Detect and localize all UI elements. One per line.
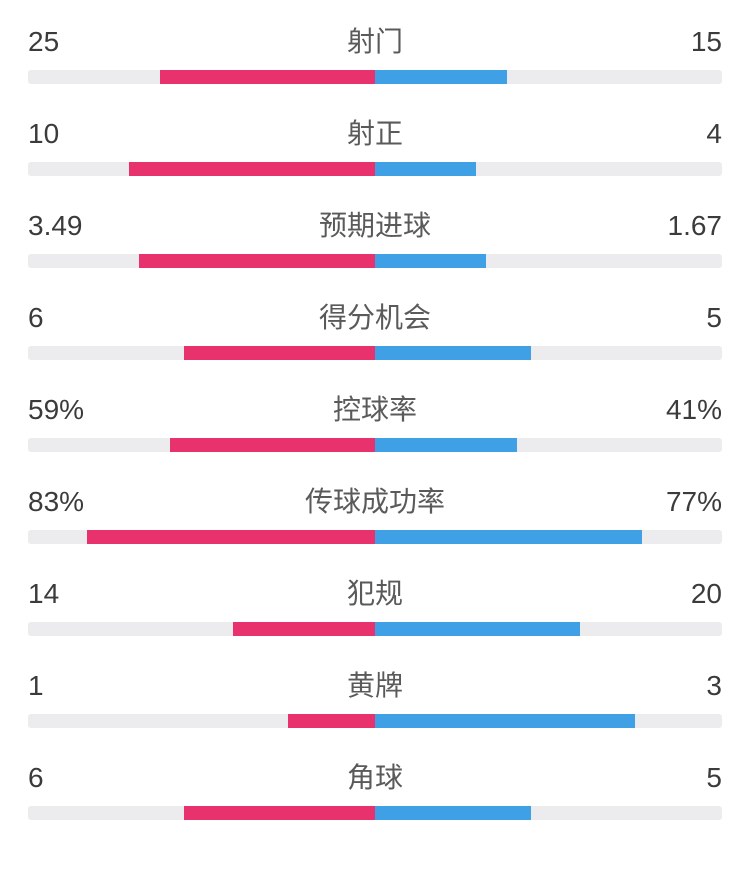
stat-header: 25 射门 15 — [28, 20, 722, 60]
stat-bar — [28, 714, 722, 728]
stat-label: 射门 — [108, 20, 642, 60]
stat-header: 1 黄牌 3 — [28, 664, 722, 704]
stat-header: 6 角球 5 — [28, 756, 722, 796]
stat-left-value: 6 — [28, 762, 108, 794]
stat-bar-left-track — [28, 346, 375, 360]
stat-left-value: 59% — [28, 394, 108, 426]
stat-bar-left-track — [28, 438, 375, 452]
stat-bar-right-fill — [375, 438, 517, 452]
stat-right-value: 15 — [642, 26, 722, 58]
stat-bar — [28, 162, 722, 176]
stat-left-value: 14 — [28, 578, 108, 610]
stat-bar-right-track — [375, 438, 722, 452]
stat-bar-right-track — [375, 530, 722, 544]
stat-header: 14 犯规 20 — [28, 572, 722, 612]
stat-bar-left-fill — [233, 622, 375, 636]
stat-header: 59% 控球率 41% — [28, 388, 722, 428]
stat-left-value: 83% — [28, 486, 108, 518]
stat-label: 角球 — [108, 756, 642, 796]
stat-row: 10 射正 4 — [28, 112, 722, 176]
stat-bar-right-fill — [375, 346, 531, 360]
stat-bar-right-fill — [375, 622, 580, 636]
stat-bar-right-fill — [375, 254, 486, 268]
stat-bar-left-fill — [139, 254, 375, 268]
stat-header: 83% 传球成功率 77% — [28, 480, 722, 520]
stat-left-value: 25 — [28, 26, 108, 58]
stat-right-value: 20 — [642, 578, 722, 610]
stat-right-value: 77% — [642, 486, 722, 518]
stat-left-value: 3.49 — [28, 210, 108, 242]
stat-row: 1 黄牌 3 — [28, 664, 722, 728]
stat-bar — [28, 806, 722, 820]
stat-row: 6 角球 5 — [28, 756, 722, 820]
stat-bar-right-fill — [375, 70, 507, 84]
stat-bar-right-fill — [375, 162, 476, 176]
stat-right-value: 41% — [642, 394, 722, 426]
stat-right-value: 5 — [642, 762, 722, 794]
stat-bar-right-track — [375, 622, 722, 636]
stat-left-value: 10 — [28, 118, 108, 150]
stat-bar-left-fill — [160, 70, 375, 84]
stat-bar-left-track — [28, 714, 375, 728]
stat-bar-left-fill — [288, 714, 375, 728]
stat-right-value: 3 — [642, 670, 722, 702]
stat-bar-left-fill — [184, 346, 375, 360]
stat-row: 83% 传球成功率 77% — [28, 480, 722, 544]
stat-header: 10 射正 4 — [28, 112, 722, 152]
stat-row: 14 犯规 20 — [28, 572, 722, 636]
stat-label: 传球成功率 — [108, 480, 642, 520]
stat-right-value: 1.67 — [642, 210, 722, 242]
stat-bar-right-track — [375, 714, 722, 728]
stat-bar — [28, 530, 722, 544]
stat-row: 25 射门 15 — [28, 20, 722, 84]
stat-bar-right-track — [375, 346, 722, 360]
stat-bar-right-track — [375, 162, 722, 176]
stat-bar-left-track — [28, 254, 375, 268]
stat-bar-left-track — [28, 806, 375, 820]
match-stats-panel: 25 射门 15 10 射正 4 3.49 — [0, 0, 750, 858]
stat-bar — [28, 346, 722, 360]
stat-bar-right-track — [375, 806, 722, 820]
stat-label: 射正 — [108, 112, 642, 152]
stat-label: 犯规 — [108, 572, 642, 612]
stat-bar-right-fill — [375, 530, 642, 544]
stat-bar-left-fill — [87, 530, 375, 544]
stat-bar — [28, 70, 722, 84]
stat-right-value: 4 — [642, 118, 722, 150]
stat-header: 3.49 预期进球 1.67 — [28, 204, 722, 244]
stat-bar-right-fill — [375, 806, 531, 820]
stat-label: 黄牌 — [108, 664, 642, 704]
stat-bar-left-track — [28, 530, 375, 544]
stat-row: 59% 控球率 41% — [28, 388, 722, 452]
stat-label: 得分机会 — [108, 296, 642, 336]
stat-left-value: 6 — [28, 302, 108, 334]
stat-bar-left-fill — [129, 162, 375, 176]
stat-label: 控球率 — [108, 388, 642, 428]
stat-bar-right-track — [375, 70, 722, 84]
stat-bar-left-fill — [170, 438, 375, 452]
stat-bar — [28, 438, 722, 452]
stat-bar-left-track — [28, 622, 375, 636]
stat-bar — [28, 622, 722, 636]
stat-bar-right-track — [375, 254, 722, 268]
stat-bar-left-track — [28, 162, 375, 176]
stat-right-value: 5 — [642, 302, 722, 334]
stat-row: 6 得分机会 5 — [28, 296, 722, 360]
stat-label: 预期进球 — [108, 204, 642, 244]
stat-bar-left-track — [28, 70, 375, 84]
stat-left-value: 1 — [28, 670, 108, 702]
stat-bar-left-fill — [184, 806, 375, 820]
stat-bar — [28, 254, 722, 268]
stat-header: 6 得分机会 5 — [28, 296, 722, 336]
stat-row: 3.49 预期进球 1.67 — [28, 204, 722, 268]
stat-bar-right-fill — [375, 714, 635, 728]
